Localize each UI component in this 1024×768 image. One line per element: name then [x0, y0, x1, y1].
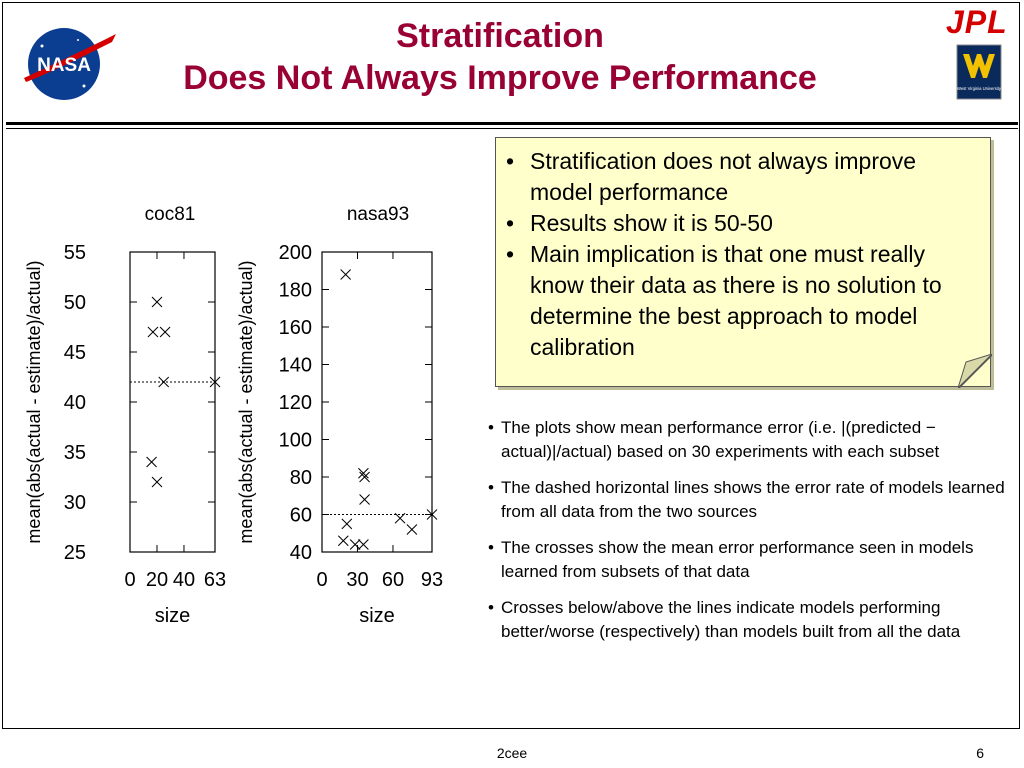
data-point-cross	[358, 539, 369, 550]
cross-stroke	[394, 512, 406, 524]
y-tick-label: 45	[64, 342, 86, 364]
y-tick-label: 160	[279, 317, 312, 339]
cross-stroke	[359, 494, 370, 505]
y-tick-label: 140	[279, 355, 312, 377]
chart-coc81: coc81 size mean(abs(actual - estimate)/act…	[24, 204, 226, 627]
data-point-cross	[341, 518, 353, 530]
x-tick-label: 63	[204, 569, 226, 591]
data-point-cross	[349, 539, 361, 550]
cross-stroke	[358, 467, 369, 479]
note-box: Stratification does not always improve m…	[495, 137, 991, 387]
bullet-item: The crosses show the mean error performa…	[488, 536, 1008, 584]
cross-stroke	[358, 539, 369, 550]
y-tick-label: 50	[64, 292, 86, 314]
data-point-cross	[406, 524, 418, 535]
nasa-logo: NASA	[24, 28, 116, 100]
explanation-bullets: The plots show mean performance error (i…	[488, 416, 1008, 656]
x-tick-label: 30	[346, 569, 368, 591]
x-tick-label: 40	[173, 569, 195, 591]
x-tick-label: 20	[146, 569, 168, 591]
plot-frame	[129, 251, 216, 553]
x-tick-label: 0	[316, 569, 327, 591]
data-point-cross	[394, 512, 406, 524]
cross-stroke	[146, 456, 157, 468]
plot-frame	[321, 251, 433, 553]
data-point-cross	[159, 326, 171, 338]
data-point-cross	[337, 535, 349, 547]
bullet-item: Crosses below/above the lines indicate m…	[488, 596, 1008, 644]
data-point-cross	[147, 326, 159, 338]
y-axis-label: mean(abs(actual - estimate)/actual)	[24, 260, 44, 543]
cross-stroke	[209, 376, 221, 388]
data-point-cross	[151, 476, 163, 488]
wvu-logo-text: West Virginia University	[957, 86, 1002, 91]
cross-stroke	[341, 518, 353, 530]
chart-title: coc81	[145, 204, 196, 225]
y-tick-label: 25	[64, 542, 86, 564]
wvu-logo: West Virginia University	[956, 44, 1002, 100]
y-tick-label: 100	[279, 430, 312, 452]
cross-stroke	[151, 296, 163, 308]
y-axis-label: mean(abs(actual - estimate)/actual)	[236, 260, 256, 543]
cross-stroke	[340, 269, 352, 280]
jpl-logo: JPL	[946, 4, 1008, 40]
x-tick-label: 60	[382, 569, 404, 591]
x-axis-label: size	[359, 605, 395, 627]
charts-area: coc81 size mean(abs(actual - estimate)/act…	[24, 204, 443, 627]
y-tick-label: 40	[290, 542, 312, 564]
data-point-cross	[426, 509, 438, 520]
slide-title-line2: Does Not Always Improve Performance	[183, 59, 817, 97]
data-point-cross	[340, 269, 352, 280]
note-fold-corner	[958, 354, 992, 388]
nasa-logo-text: NASA	[37, 55, 91, 76]
title-rule-thick	[6, 122, 1018, 125]
data-point-cross	[358, 467, 369, 479]
bullet-item: The plots show mean performance error (i…	[488, 416, 1008, 464]
page-number: 6	[976, 745, 984, 761]
chart-title: nasa93	[347, 204, 409, 225]
cross-stroke	[426, 509, 438, 520]
y-tick-label: 35	[64, 442, 86, 464]
y-tick-label: 40	[64, 392, 86, 414]
y-tick-label: 180	[279, 280, 312, 302]
data-point-cross	[359, 471, 370, 483]
y-tick-label: 120	[279, 392, 312, 414]
bullet-item: The dashed horizontal lines shows the er…	[488, 476, 1008, 524]
x-tick-label: 0	[124, 569, 135, 591]
cross-stroke	[147, 326, 159, 338]
note-item: Main implication is that one must really…	[506, 239, 982, 363]
y-tick-label: 200	[279, 242, 312, 264]
data-point-cross	[158, 376, 170, 388]
note-item: Stratification does not always improve m…	[506, 146, 982, 208]
note-item: Results show it is 50-50	[506, 208, 982, 239]
title-rule-thin	[6, 128, 1018, 129]
x-tick-label: 93	[421, 569, 443, 591]
chart-nasa93: nasa93 size mean(abs(actual - estimate)/ac…	[236, 204, 443, 627]
cross-stroke	[159, 326, 171, 338]
cross-stroke	[349, 539, 361, 550]
y-tick-label: 80	[290, 467, 312, 489]
data-point-cross	[359, 494, 370, 505]
footer-text: 2cee	[496, 745, 528, 761]
data-point-cross	[151, 296, 163, 308]
cross-stroke	[359, 471, 370, 483]
y-tick-label: 30	[64, 492, 86, 514]
y-tick-label: 60	[290, 505, 312, 527]
x-axis-label: size	[155, 605, 191, 627]
slide-frame	[2, 2, 1020, 729]
y-tick-label: 55	[64, 242, 86, 264]
cross-stroke	[337, 535, 349, 547]
slide-title-line1: Stratification	[396, 17, 604, 55]
data-point-cross	[209, 376, 221, 388]
cross-stroke	[151, 476, 163, 488]
cross-stroke	[158, 376, 170, 388]
cross-stroke	[406, 524, 418, 535]
data-point-cross	[146, 456, 157, 468]
